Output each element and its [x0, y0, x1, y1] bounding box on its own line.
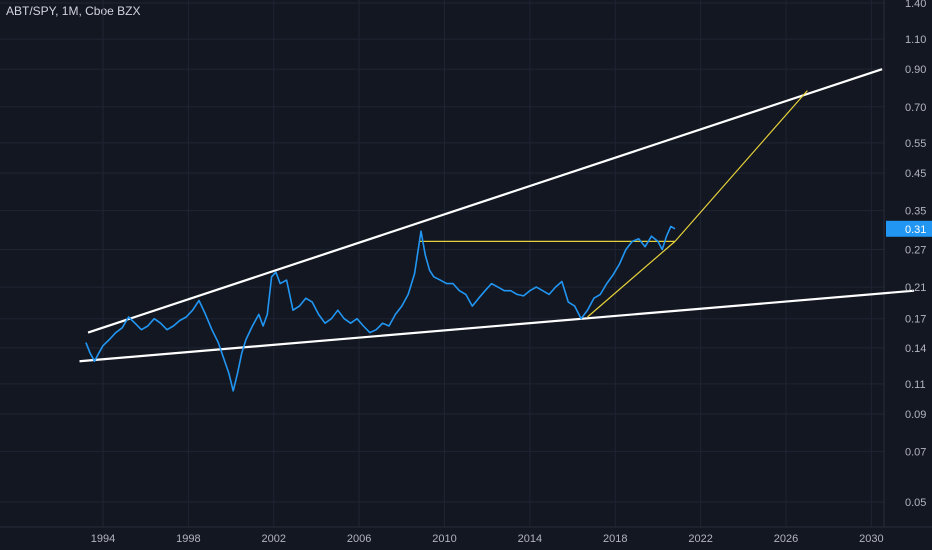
trendline-resistance[interactable] — [87, 68, 883, 334]
price-tick-label: 0.55 — [905, 138, 926, 150]
last-price-badge-box — [886, 220, 932, 237]
time-tick-label: 2002 — [262, 533, 286, 545]
trendline-pattern-base[interactable] — [587, 240, 676, 318]
price-tick-label: 0.09 — [905, 409, 926, 421]
trendlines[interactable] — [79, 68, 915, 363]
grid — [0, 0, 884, 527]
price-axis[interactable]: 1.40 1.10 0.90 0.70 0.55 0.45 0.35 0.27 0.21 0.17… — [905, 0, 926, 509]
price-tick-label: 1.10 — [905, 34, 926, 46]
last-price-badge-label: 0.31 — [905, 224, 926, 236]
time-tick-label: 2026 — [774, 533, 798, 545]
price-tick-label: 1.40 — [905, 0, 926, 10]
price-tick-label: 0.05 — [905, 497, 926, 509]
price-tick-label: 0.21 — [905, 282, 926, 294]
series-line — [85, 225, 676, 392]
time-tick-label: 1998 — [176, 533, 200, 545]
price-tick-label: 0.11 — [905, 379, 926, 391]
price-tick-label: 0.35 — [905, 206, 926, 218]
price-tick-label: 0.70 — [905, 102, 926, 114]
time-tick-label: 1994 — [91, 533, 115, 545]
price-tick-label: 0.14 — [905, 343, 926, 355]
time-axis[interactable]: 1994 1998 2002 2006 2010 2014 2018 2022 2026 2030… — [91, 533, 932, 545]
time-tick-label: 2022 — [688, 533, 712, 545]
time-tick-label: 2010 — [432, 533, 456, 545]
price-tick-label: 0.27 — [905, 244, 926, 256]
time-tick-label: 2014 — [518, 533, 542, 545]
time-tick-label: 2006 — [347, 533, 371, 545]
time-tick-label: 2018 — [603, 533, 627, 545]
price-tick-label: 0.07 — [905, 447, 926, 459]
price-tick-label: 0.17 — [905, 314, 926, 326]
trendline-support[interactable] — [79, 289, 915, 363]
chart-title: ABT/SPY, 1M, Cboe BZX — [6, 4, 141, 18]
price-tick-label: 0.45 — [905, 168, 926, 180]
price-series — [85, 225, 676, 392]
trendline-projection[interactable] — [674, 90, 808, 242]
time-tick-label: 2030 — [859, 533, 883, 545]
price-tick-label: 0.90 — [905, 64, 926, 76]
last-price-badge: 0.31 — [886, 220, 932, 237]
